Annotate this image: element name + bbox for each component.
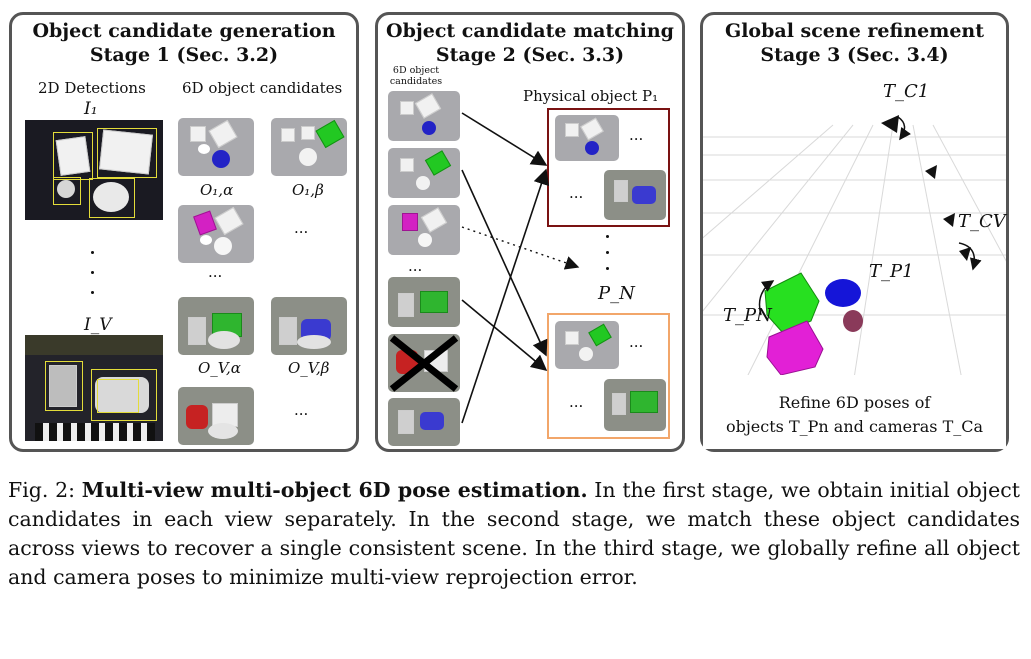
camera-2-icon	[925, 165, 937, 179]
p1-ellipsis-2: ...	[569, 184, 584, 202]
pn-label: P_N	[598, 283, 635, 304]
stage3-title: Global scene refinement	[724, 20, 984, 42]
candidate-thumb-1c	[178, 205, 254, 263]
stage2-subtitle: Stage 2 (Sec. 3.3)	[435, 44, 625, 66]
matching-arrows	[389, 112, 580, 424]
tp1-label: T_P1	[869, 261, 914, 282]
pn-ellipsis-2: ...	[569, 393, 584, 411]
candidate-thumb-1a	[178, 118, 254, 176]
stage2-title: Object candidate matching	[386, 20, 674, 42]
camera-v-icon	[959, 247, 971, 261]
candidate-label-vb: O_V,β	[288, 359, 330, 377]
stage2-thumb-6	[388, 398, 460, 446]
image-1-label: I₁	[84, 99, 98, 119]
stage2-panel: Object candidate matching Stage 2 (Sec. …	[375, 12, 685, 452]
ellipsis-1: ...	[294, 219, 309, 237]
detection-image-1	[25, 120, 163, 220]
stage1-panel: Object candidate generation Stage 1 (Sec…	[9, 12, 359, 452]
image-v-label: I_V	[84, 315, 112, 335]
candidates-label: 6D object candidates	[182, 79, 343, 97]
stage2-thumb-1	[388, 91, 460, 141]
candidate-label-1b: O₁,β	[292, 181, 324, 199]
figure-caption: Fig. 2: Multi-view multi-object 6D pose …	[8, 476, 1020, 592]
maroon-object	[843, 310, 863, 332]
green-object	[764, 272, 820, 334]
candidate-thumb-vc	[178, 387, 254, 445]
stage2-candidates-label: 6D object candidates	[389, 65, 443, 87]
tcv-label: T_CV	[958, 211, 1006, 232]
caption-prefix: Fig. 2:	[8, 478, 82, 502]
stage2-thumb-2	[388, 148, 460, 198]
ellipsis-3: ...	[294, 401, 309, 419]
stage1-title: Object candidate generation	[32, 20, 336, 42]
scene-3d	[703, 115, 1006, 449]
physical-object-label: Physical object P₁	[523, 87, 659, 105]
tpn-label: T_PN	[723, 305, 772, 326]
stage3-panel: Global scene refinement Stage 3 (Sec. 3.…	[700, 12, 1009, 452]
refine-text-1: Refine 6D poses of	[778, 393, 931, 412]
candidate-label-va: O_V,α	[198, 359, 241, 377]
refine-text-2: objects T_Pn and cameras T_Ca	[725, 417, 984, 436]
candidate-thumb-va	[178, 297, 254, 355]
camera-3-icon	[943, 213, 955, 227]
tc1-label: T_C1	[883, 81, 930, 102]
caption-body: In the first stage, we obtain initial ob…	[8, 478, 1021, 589]
detection-image-v	[25, 335, 163, 441]
caption-bold: Multi-view multi-object 6D pose estimati…	[81, 478, 588, 502]
candidate-label-1a: O₁,α	[200, 181, 234, 199]
detections-label: 2D Detections	[38, 79, 146, 97]
pn-ellipsis-1: ...	[629, 333, 644, 351]
stage2-thumb-3	[388, 205, 460, 255]
stage2-ellipsis-1: ...	[408, 257, 423, 275]
stage1-subtitle: Stage 1 (Sec. 3.2)	[89, 44, 279, 66]
p1-ellipsis-1: ...	[629, 126, 644, 144]
physical-object-p1-box: ... ...	[547, 108, 670, 227]
magenta-object	[766, 320, 824, 376]
blue-object	[825, 279, 861, 307]
physical-object-pn-box: ... ...	[547, 313, 670, 439]
camera-1-icon	[881, 115, 899, 133]
candidate-thumb-vb	[271, 297, 347, 355]
stage3-subtitle: Stage 3 (Sec. 3.4)	[760, 44, 949, 66]
candidate-thumb-1b	[271, 118, 347, 176]
ellipsis-2: ...	[208, 263, 223, 281]
stage2-thumb-4	[388, 277, 460, 327]
